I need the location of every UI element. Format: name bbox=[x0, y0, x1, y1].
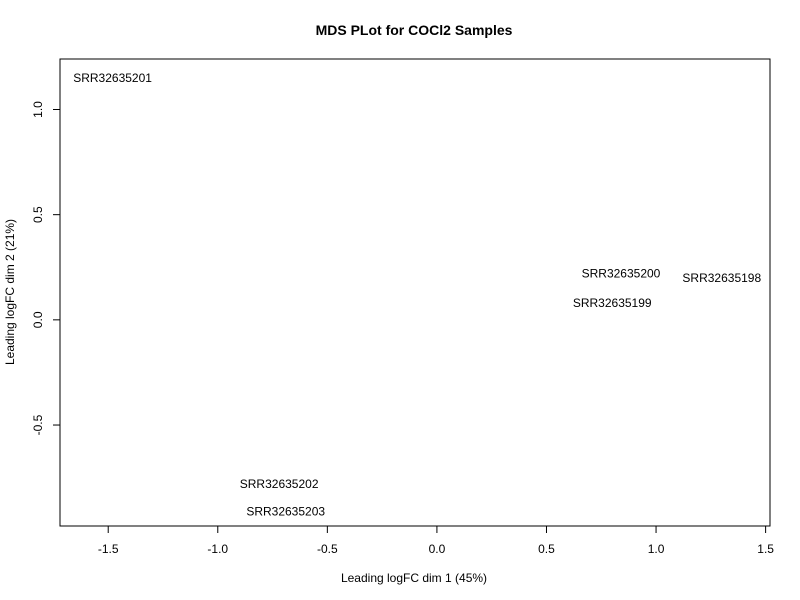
y-tick-label: 1.0 bbox=[31, 101, 45, 118]
y-axis: -0.5 0.0 0.5 1.0 bbox=[31, 101, 60, 435]
y-tick-label: -0.5 bbox=[31, 414, 45, 435]
x-tick-label: 0.0 bbox=[429, 542, 446, 556]
x-tick-label: 1.0 bbox=[648, 542, 665, 556]
plot-frame bbox=[59, 58, 771, 527]
chart-title: MDS PLot for COCl2 Samples bbox=[316, 22, 513, 38]
y-tick-label: 0.0 bbox=[31, 311, 45, 328]
y-tick-label: 0.5 bbox=[31, 206, 45, 223]
x-tick-label: -0.5 bbox=[317, 542, 338, 556]
x-axis: -1.5 -1.0 -0.5 0.0 0.5 1.0 1.5 bbox=[98, 526, 774, 556]
y-axis-label: Leading logFC dim 2 (21%) bbox=[3, 219, 17, 365]
point-label: SRR32635203 bbox=[246, 504, 325, 518]
x-tick-label: 0.5 bbox=[538, 542, 555, 556]
x-axis-label: Leading logFC dim 1 (45%) bbox=[341, 571, 487, 585]
point-label: SRR32635202 bbox=[240, 477, 319, 491]
point-label: SRR32635200 bbox=[582, 267, 661, 281]
x-tick-label: -1.0 bbox=[207, 542, 228, 556]
x-tick-label: 1.5 bbox=[757, 542, 774, 556]
point-label: SRR32635199 bbox=[573, 296, 652, 310]
point-labels: SRR32635201 SRR32635200 SRR32635198 SRR3263… bbox=[73, 71, 761, 518]
point-label: SRR32635201 bbox=[73, 71, 152, 85]
point-label: SRR32635198 bbox=[682, 271, 761, 285]
x-tick-label: -1.5 bbox=[98, 542, 119, 556]
